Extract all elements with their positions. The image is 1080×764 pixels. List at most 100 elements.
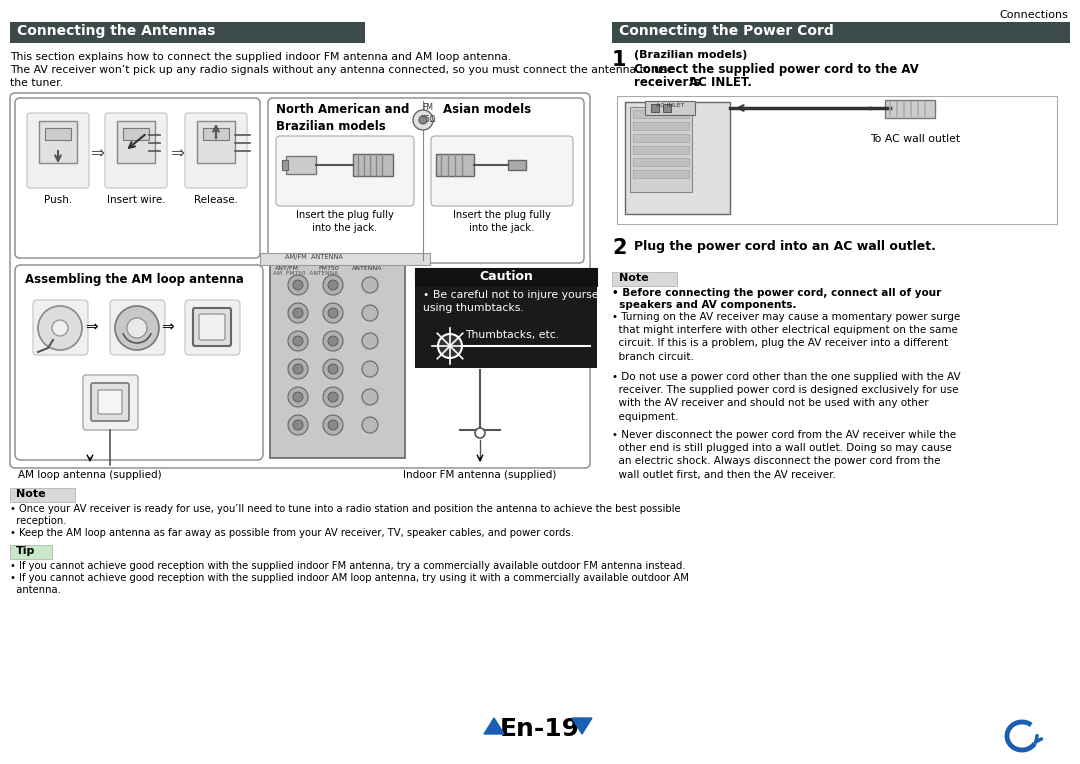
- Circle shape: [328, 392, 338, 402]
- Circle shape: [52, 320, 68, 336]
- Circle shape: [127, 318, 147, 338]
- Circle shape: [288, 359, 308, 379]
- Text: the tuner.: the tuner.: [10, 78, 63, 88]
- FancyBboxPatch shape: [15, 265, 264, 460]
- Bar: [625, 102, 730, 214]
- Circle shape: [293, 336, 303, 346]
- Text: • Keep the AM loop antenna as far away as possible from your AV receiver, TV, sp: • Keep the AM loop antenna as far away a…: [10, 528, 573, 538]
- Text: Note: Note: [619, 273, 649, 283]
- Text: Indoor FM antenna (supplied): Indoor FM antenna (supplied): [403, 470, 556, 480]
- Text: En-19: En-19: [500, 717, 580, 741]
- FancyBboxPatch shape: [15, 98, 260, 258]
- Bar: [415, 268, 597, 368]
- Circle shape: [323, 303, 343, 323]
- FancyBboxPatch shape: [431, 136, 573, 206]
- Circle shape: [293, 420, 303, 430]
- Circle shape: [362, 333, 378, 349]
- Text: Thumbtacks, etc.: Thumbtacks, etc.: [465, 330, 559, 340]
- Circle shape: [328, 420, 338, 430]
- Bar: [612, 272, 677, 286]
- FancyBboxPatch shape: [91, 383, 129, 421]
- Circle shape: [323, 387, 343, 407]
- Bar: [633, 122, 689, 130]
- Bar: [10, 22, 365, 43]
- Bar: [633, 110, 689, 118]
- Circle shape: [114, 306, 159, 350]
- Text: antenna.: antenna.: [10, 585, 60, 595]
- Bar: [436, 154, 474, 176]
- Text: • Do not use a power cord other than the one supplied with the AV
  receiver. Th: • Do not use a power cord other than the…: [612, 372, 960, 422]
- Text: (Brazilian models): (Brazilian models): [634, 50, 747, 60]
- Bar: [651, 104, 659, 112]
- Bar: [612, 22, 1070, 43]
- Bar: [663, 104, 671, 112]
- Text: Caution: Caution: [480, 270, 532, 283]
- Text: Connect the supplied power cord to the AV: Connect the supplied power cord to the A…: [634, 63, 919, 76]
- Circle shape: [362, 417, 378, 433]
- FancyBboxPatch shape: [199, 314, 225, 340]
- Text: • Never disconnect the power cord from the AV receiver while the
  other end is : • Never disconnect the power cord from t…: [612, 430, 956, 480]
- Text: AC INLET: AC INLET: [656, 103, 685, 108]
- Text: ⇒: ⇒: [85, 319, 98, 335]
- Bar: [508, 160, 526, 170]
- Bar: [117, 121, 156, 163]
- FancyBboxPatch shape: [98, 390, 122, 414]
- Text: • If you cannot achieve good reception with the supplied indoor AM loop antenna,: • If you cannot achieve good reception w…: [10, 573, 689, 583]
- Text: receiver’s: receiver’s: [634, 76, 704, 89]
- Bar: [282, 160, 288, 170]
- Bar: [885, 100, 935, 118]
- Circle shape: [362, 361, 378, 377]
- FancyBboxPatch shape: [27, 113, 89, 188]
- FancyBboxPatch shape: [33, 300, 87, 355]
- FancyBboxPatch shape: [185, 300, 240, 355]
- Text: Connections: Connections: [999, 10, 1068, 20]
- Text: • If you cannot achieve good reception with the supplied indoor FM antenna, try : • If you cannot achieve good reception w…: [10, 561, 686, 571]
- Text: AM  FM750  ANTENNA: AM FM750 ANTENNA: [273, 271, 338, 276]
- Bar: [10, 488, 75, 502]
- Bar: [645, 101, 696, 115]
- Text: Tip: Tip: [16, 546, 36, 556]
- Circle shape: [323, 415, 343, 435]
- Text: Insert the plug fully
into the jack.: Insert the plug fully into the jack.: [454, 210, 551, 233]
- Circle shape: [323, 331, 343, 351]
- Text: reception.: reception.: [10, 516, 67, 526]
- Bar: [633, 146, 689, 154]
- Circle shape: [413, 110, 433, 130]
- FancyBboxPatch shape: [105, 113, 167, 188]
- Circle shape: [288, 303, 308, 323]
- Text: • Once your AV receiver is ready for use, you’ll need to tune into a radio stati: • Once your AV receiver is ready for use…: [10, 504, 680, 514]
- Text: Connecting the Power Cord: Connecting the Power Cord: [619, 24, 834, 37]
- Polygon shape: [572, 718, 592, 734]
- Text: ⇒: ⇒: [162, 319, 174, 335]
- FancyBboxPatch shape: [10, 93, 590, 468]
- Text: Plug the power cord into an AC wall outlet.: Plug the power cord into an AC wall outl…: [634, 240, 936, 253]
- Circle shape: [362, 305, 378, 321]
- Circle shape: [419, 116, 427, 124]
- Circle shape: [475, 428, 485, 438]
- Bar: [633, 170, 689, 178]
- Bar: [203, 128, 229, 140]
- Bar: [45, 128, 71, 140]
- FancyBboxPatch shape: [83, 375, 138, 430]
- Circle shape: [288, 275, 308, 295]
- Polygon shape: [484, 718, 504, 734]
- Circle shape: [288, 387, 308, 407]
- Bar: [617, 96, 1057, 224]
- Text: • Be careful not to injure yourself when
using thumbtacks.: • Be careful not to injure yourself when…: [423, 290, 638, 313]
- Bar: [415, 268, 597, 286]
- FancyBboxPatch shape: [110, 300, 165, 355]
- Text: AM/FM  ANTENNA: AM/FM ANTENNA: [285, 254, 342, 260]
- Text: • Turning on the AV receiver may cause a momentary power surge
  that might inte: • Turning on the AV receiver may cause a…: [612, 312, 960, 361]
- Circle shape: [293, 308, 303, 318]
- Bar: [630, 107, 692, 192]
- Bar: [270, 263, 405, 458]
- Bar: [633, 158, 689, 166]
- Text: Assembling the AM loop antenna: Assembling the AM loop antenna: [25, 273, 244, 286]
- Text: ANT/FM: ANT/FM: [275, 266, 299, 271]
- FancyBboxPatch shape: [193, 308, 231, 346]
- FancyBboxPatch shape: [276, 136, 414, 206]
- Text: Push.: Push.: [44, 195, 72, 205]
- Circle shape: [293, 280, 303, 290]
- Text: ⇒: ⇒: [170, 144, 184, 162]
- Circle shape: [323, 275, 343, 295]
